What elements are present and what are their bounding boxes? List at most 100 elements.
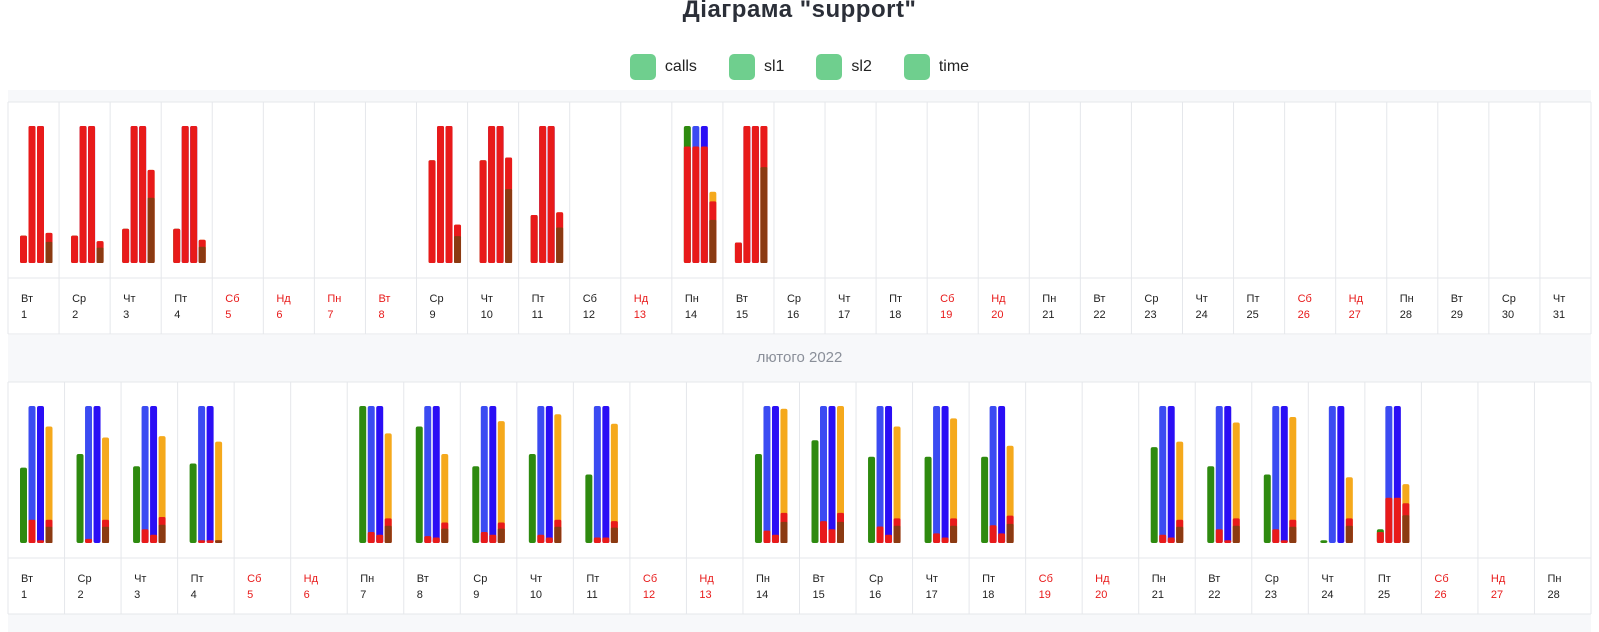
bar-sl2 (376, 406, 384, 543)
bar-calls (528, 453, 536, 543)
day-of-week-label: Пт (191, 573, 204, 585)
bar-overlay-calls (479, 160, 487, 263)
bar-sl2 (1224, 406, 1232, 543)
bar-overlay-sl1 (367, 532, 375, 543)
day-of-week-label: Ср (473, 573, 487, 585)
bar-overlay-sl2 (771, 534, 779, 543)
day-number-label: 22 (1093, 309, 1105, 321)
day-of-week-label: Нд (276, 293, 291, 305)
day-number-label: 21 (1042, 309, 1054, 321)
checkbox-checked-icon[interactable] (1, 54, 930, 80)
day-of-week-label: Сб (1434, 573, 1448, 585)
bar-calls (1263, 474, 1271, 543)
day-number-label: 10 (530, 589, 542, 601)
day-number-label: 7 (360, 589, 366, 601)
day-of-week-label: Сб (247, 573, 261, 585)
bar-overlay-sl1 (130, 126, 138, 263)
day-of-week-label: Пн (756, 573, 770, 585)
bar-sl2 (432, 406, 440, 543)
day-number-label: 20 (991, 309, 1003, 321)
day-number-label: 29 (1451, 309, 1463, 321)
day-of-week-label: Нд (1491, 573, 1506, 585)
bar-sl1 (85, 406, 93, 543)
bar-sl1 (763, 406, 771, 543)
day-number-label: 28 (1400, 309, 1412, 321)
day-of-week-label: Чт (123, 293, 135, 305)
day-of-week-label: Чт (1553, 293, 1565, 305)
bar-overlay-dark-time (215, 540, 223, 543)
bar-calls (1150, 447, 1158, 543)
day-number-label: 25 (1378, 589, 1390, 601)
bar-overlay-sl2 (751, 126, 759, 263)
day-of-week-label: Чт (530, 573, 542, 585)
bar-overlay-calls (530, 215, 538, 263)
day-of-week-label: Пн (1547, 573, 1561, 585)
bar-calls (1207, 466, 1215, 543)
bar-overlay-dark-time (45, 526, 53, 543)
day-number-label: 2 (72, 309, 78, 321)
bar-overlay-dark-time (610, 527, 618, 543)
bar-time (497, 421, 505, 543)
bar-overlay-sl1 (820, 521, 827, 543)
bar-overlay-sl2 (376, 534, 384, 543)
bar-overlay-dark-time (384, 525, 392, 543)
bar-overlay-dark-time (1006, 523, 1014, 543)
bar-overlay-dark-time (45, 241, 53, 263)
day-number-label: 27 (1491, 589, 1503, 601)
day-number-label: 1 (21, 309, 27, 321)
legend-item-time[interactable]: time (1, 54, 969, 80)
day-number-label: 13 (634, 309, 646, 321)
bar-overlay-dark-time (147, 197, 155, 263)
bar-time (1232, 422, 1240, 543)
bar-calls (811, 440, 819, 543)
legend-label: calls (664, 58, 697, 75)
day-number-label: 9 (473, 589, 479, 601)
day-number-label: 27 (1349, 309, 1361, 321)
day-number-label: 24 (1321, 589, 1333, 601)
bar-overlay-sl1 (1385, 497, 1393, 543)
day-of-week-label: Ср (72, 293, 86, 305)
day-number-label: 4 (191, 589, 197, 601)
bar-time (1176, 441, 1184, 543)
bar-calls (472, 466, 480, 543)
bar-time (554, 414, 562, 543)
bar-overlay-sl2 (941, 537, 949, 543)
day-number-label: 24 (1195, 309, 1207, 321)
day-of-week-label: Вт (1451, 293, 1463, 305)
day-number-label: 18 (982, 589, 994, 601)
bar-sl1 (876, 406, 884, 543)
bar-overlay-sl1 (488, 126, 496, 263)
day-number-label: 13 (699, 589, 711, 601)
bar-sl2 (150, 406, 158, 543)
bar-overlay-sl2 (206, 540, 214, 543)
day-number-label: 19 (1039, 589, 1051, 601)
bar-overlay-dark-time (1176, 526, 1184, 543)
bar-overlay-dark-time (102, 526, 110, 543)
day-number-label: 31 (1553, 309, 1565, 321)
bar-overlay-dark-time (1345, 525, 1353, 543)
day-number-label: 28 (1547, 589, 1559, 601)
bar-overlay-sl1 (141, 529, 149, 543)
bar-sl1 (28, 406, 36, 543)
day-number-label: 3 (134, 589, 140, 601)
bar-calls (868, 456, 876, 543)
day-of-week-label: Пт (889, 293, 902, 305)
bar-overlay-sl2 (139, 126, 147, 263)
day-number-label: 8 (378, 309, 384, 321)
bar-overlay-sl2 (998, 533, 1006, 543)
bar-overlay-dark-time (1289, 526, 1297, 543)
day-number-label: 5 (247, 589, 253, 601)
bar-overlay-dark-time (709, 219, 717, 263)
day-of-week-label: Ср (1144, 293, 1158, 305)
bar-sl2 (1280, 406, 1288, 543)
day-number-label: 8 (417, 589, 423, 601)
bar-overlay-sl2 (885, 534, 893, 543)
bar-time (384, 433, 392, 543)
day-number-label: 4 (174, 309, 180, 321)
bar-overlay-sl2 (547, 126, 555, 263)
bar-overlay-sl2 (1167, 537, 1175, 543)
day-number-label: 6 (276, 309, 282, 321)
bar-calls (20, 467, 27, 543)
day-number-label: 26 (1434, 589, 1446, 601)
day-number-label: 3 (123, 309, 129, 321)
